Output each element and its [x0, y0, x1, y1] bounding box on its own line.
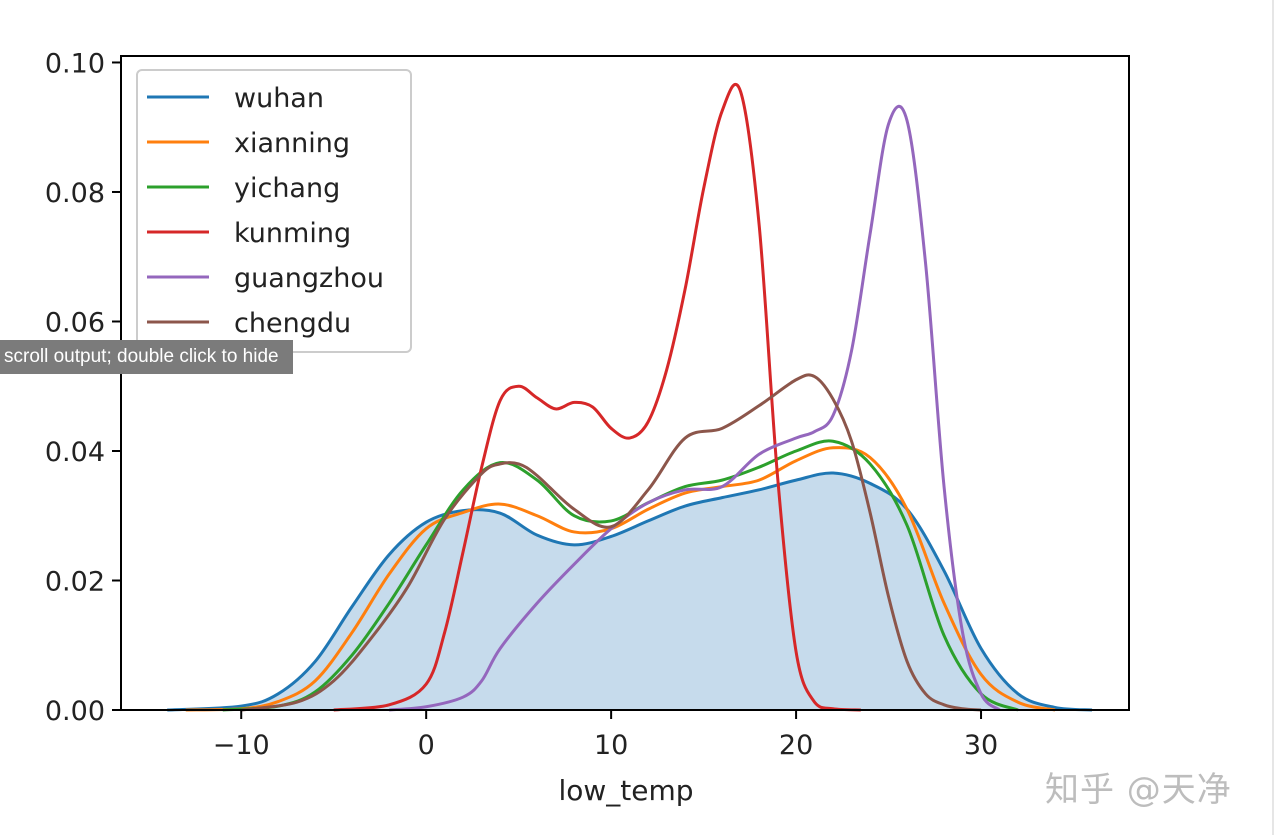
legend-label-yichang: yichang	[234, 173, 340, 204]
plot-frame	[120, 55, 1130, 711]
x-axis-label: low_temp	[558, 774, 693, 807]
scrollbar-edge	[1272, 0, 1274, 835]
y-tick-label: 0.04	[45, 437, 105, 468]
watermark: 知乎 @天净	[1045, 770, 1232, 810]
y-tick-label: 0.08	[45, 178, 105, 209]
series-fill-wuhan	[167, 472, 1093, 710]
y-tick-label: 0.10	[45, 48, 105, 79]
y-tick-label: 0.00	[45, 696, 105, 727]
y-tick-label: 0.06	[45, 307, 105, 338]
x-tick-label: 0	[418, 730, 435, 761]
series-line-kunming	[333, 82, 861, 712]
legend-label-guangzhou: guangzhou	[234, 263, 384, 294]
series-line-chengdu	[241, 373, 982, 712]
series-line-xianning	[185, 446, 1056, 712]
x-tick-label: 30	[964, 730, 998, 761]
series-line-wuhan	[167, 471, 1093, 712]
series-line-guangzhou	[389, 105, 1001, 712]
x-tick-label: −10	[213, 730, 270, 761]
x-tick-label: 10	[594, 730, 628, 761]
legend-label-wuhan: wuhan	[234, 83, 324, 114]
scroll-output-tooltip[interactable]: scroll output; double click to hide	[0, 340, 293, 374]
legend-label-kunming: kunming	[234, 218, 351, 249]
legend-label-chengdu: chengdu	[234, 308, 351, 339]
legend-label-xianning: xianning	[234, 128, 350, 159]
x-tick-label: 20	[779, 730, 813, 761]
y-tick-label: 0.02	[45, 566, 105, 597]
